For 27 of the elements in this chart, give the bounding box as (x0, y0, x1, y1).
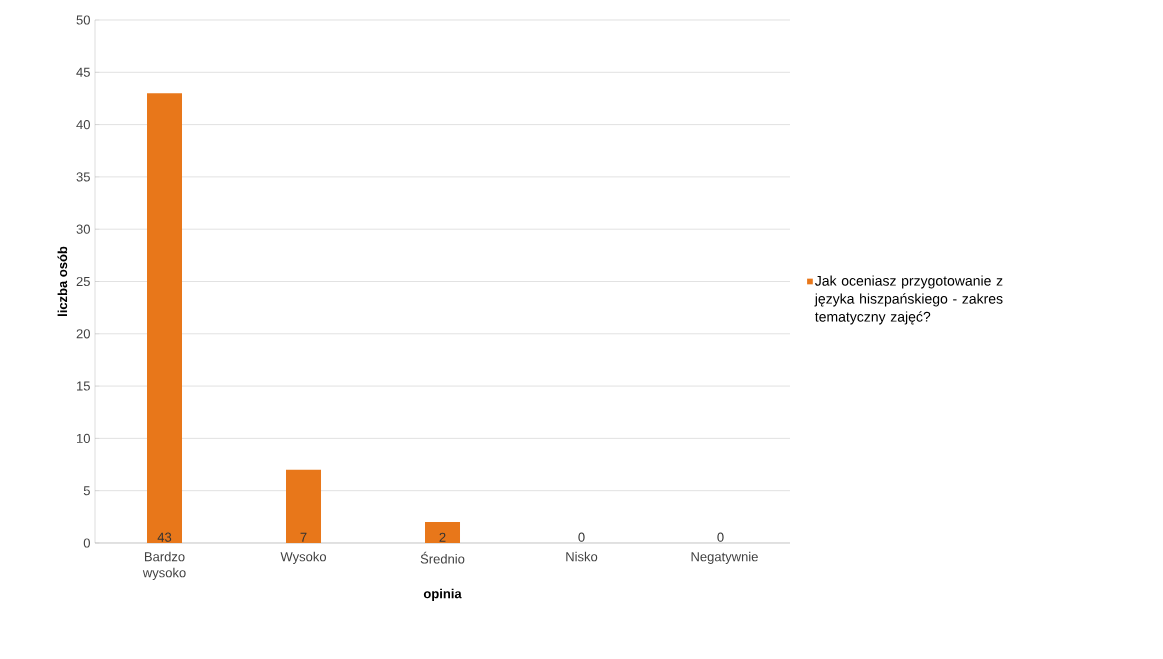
y-tick-label: 10 (77, 433, 90, 443)
data-label: 2 (439, 532, 446, 542)
bar (286, 469, 322, 543)
x-tick-label: Negatywnie (691, 551, 758, 564)
data-label: 43 (157, 532, 172, 542)
data-label: 0 (717, 532, 724, 542)
y-tick-label: 20 (76, 329, 90, 339)
y-tick-label: 5 (83, 486, 90, 496)
y-tick-label: 25 (76, 276, 90, 287)
x-tick-label: Nisko (566, 551, 598, 562)
data-label: 0 (578, 532, 585, 542)
x-axis-title: opinia (423, 588, 462, 601)
x-tick-label: Bardzo wysoko (142, 551, 186, 580)
y-tick-label: 40 (76, 119, 90, 130)
data-label: 7 (300, 532, 307, 542)
x-tick-label: Wysoko (280, 551, 327, 564)
bar (425, 522, 460, 543)
y-tick-label: 45 (76, 67, 90, 77)
y-tick-label: 50 (76, 15, 90, 25)
y-tick-label: 15 (77, 381, 90, 391)
x-tick-label: Średnio (420, 551, 465, 564)
legend-label: Jak oceniasz przygotowanie z języka hiszpańskiego - zakres tematyczny zajęć? (814, 275, 1003, 325)
y-tick-label: 30 (76, 224, 90, 234)
bar (147, 93, 183, 543)
y-axis-title: liczba osób (57, 246, 68, 316)
y-tick-label: 35 (76, 172, 90, 182)
y-tick-label: 0 (83, 538, 90, 548)
